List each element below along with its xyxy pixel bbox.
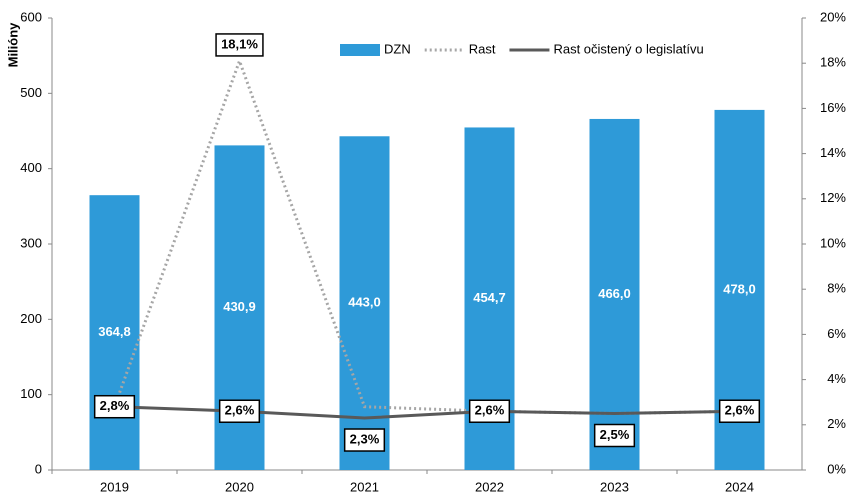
legend-swatch [340, 44, 380, 56]
bar [339, 136, 390, 471]
label-box [93, 394, 136, 419]
y2-tick-label: 2% [827, 416, 846, 431]
value-label: 2,3% [350, 431, 380, 446]
label-box [343, 428, 386, 452]
bar-label: 466,0 [598, 286, 631, 301]
y2-tick-label: 6% [827, 326, 846, 341]
bar [89, 195, 140, 470]
label-box [593, 423, 636, 448]
y-tick-label: 600 [20, 9, 42, 24]
line [113, 56, 740, 416]
y2-tick-label: 12% [820, 190, 846, 205]
bar-label: 443,0 [348, 295, 381, 310]
x-tick-label: 2023 [600, 479, 629, 494]
y2-tick-label: 10% [820, 235, 846, 250]
bar-label: 430,9 [223, 299, 256, 314]
value-label-box: 2,3% [343, 428, 386, 452]
y-tick-label: 200 [20, 311, 42, 326]
y2-tick-label: 16% [820, 100, 846, 115]
x-tick-label: 2024 [725, 479, 754, 494]
y-tick-label: 0 [35, 461, 42, 476]
y2-tick-label: 4% [827, 371, 846, 386]
y2-tick-label: 14% [820, 145, 846, 160]
bar-label: 454,7 [473, 290, 506, 305]
value-label-box: 2,6% [218, 399, 261, 423]
x-tick-label: 2019 [100, 479, 129, 494]
value-label-box: 18,1% [215, 33, 264, 57]
line [114, 405, 740, 420]
x-tick-label: 2020 [225, 479, 254, 494]
value-label: 2,6% [225, 403, 255, 418]
label-box [468, 399, 511, 423]
y-tick-label: 500 [20, 85, 42, 100]
value-label: 18,1% [221, 36, 258, 51]
label-box [718, 399, 761, 423]
bar-label: 364,8 [98, 324, 131, 339]
value-label: 2,5% [600, 427, 630, 442]
value-label-box: 2,5% [593, 423, 636, 448]
value-label: 2,6% [475, 403, 505, 418]
value-label: 2,8% [100, 398, 130, 413]
y-axis-title: Milióny [5, 22, 20, 68]
legend-label: DZN [384, 41, 411, 56]
legend-label: Rast očistený o legislatívu [553, 41, 703, 56]
value-label-box: 2,6% [468, 399, 511, 423]
bar [589, 118, 640, 471]
value-label: 2,6% [725, 403, 755, 418]
y-tick-label: 100 [20, 386, 42, 401]
y2-tick-label: 18% [820, 55, 846, 70]
x-tick-label: 2022 [475, 479, 504, 494]
y-tick-label: 300 [20, 235, 42, 250]
label-box [218, 399, 261, 423]
y2-tick-label: 20% [820, 9, 846, 24]
value-label-box: 2,8% [93, 394, 136, 419]
y2-tick-label: 8% [827, 281, 846, 296]
legend-label: Rast [469, 41, 496, 56]
value-label-box: 2,6% [718, 399, 761, 423]
label-box [215, 33, 264, 57]
y-tick-label: 400 [20, 160, 42, 175]
bar-label: 478,0 [723, 281, 756, 296]
y2-tick-label: 0% [827, 461, 846, 476]
x-tick-label: 2021 [350, 479, 379, 494]
